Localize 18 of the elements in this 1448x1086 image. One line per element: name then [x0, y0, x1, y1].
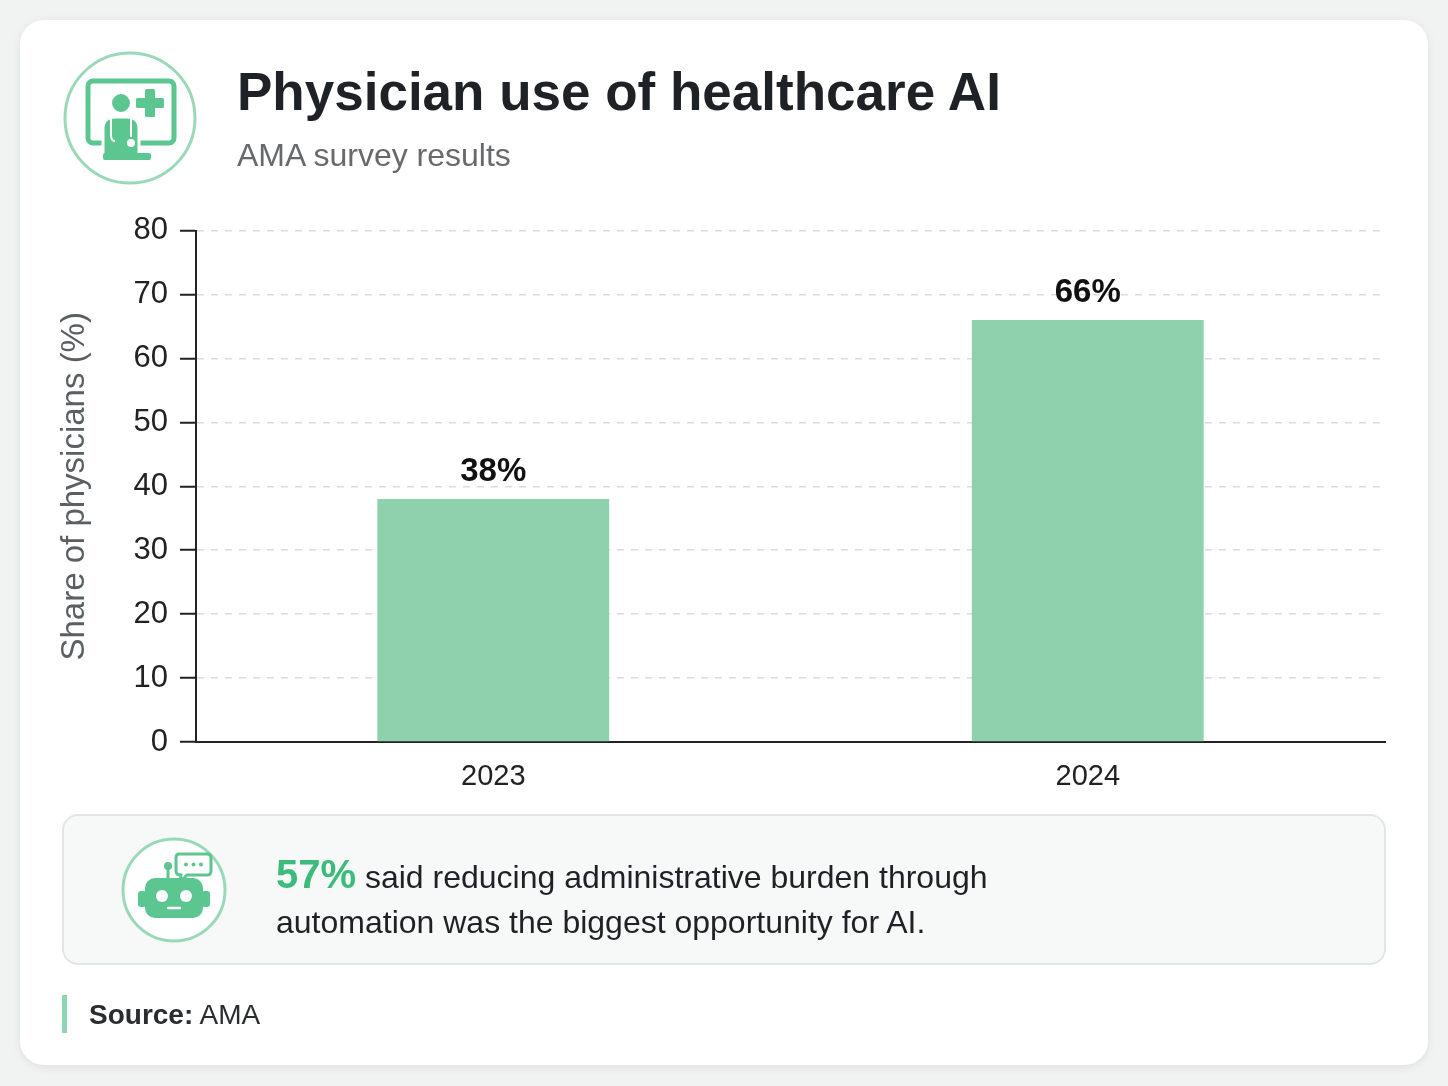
x-tick-label: 2023 — [460, 759, 526, 792]
y-tick-label: 30 — [133, 530, 168, 566]
data-label: 38% — [460, 450, 527, 488]
chart-title: Physician use of healthcare AI — [237, 62, 1001, 121]
callout-panel: 57% said reducing administrative burden through automation was the biggest opportunity for AI. — [62, 814, 1386, 965]
y-tick-label: 10 — [133, 658, 168, 694]
chart-subtitle: AMA survey results — [237, 137, 511, 173]
y-tick-label: 40 — [133, 466, 168, 502]
source-note: Source: AMA — [89, 999, 261, 1030]
y-tick-label: 60 — [133, 339, 168, 374]
y-tick-label: 20 — [133, 594, 168, 630]
y-tick-label: 80 — [133, 211, 168, 247]
y-tick-label: 70 — [133, 275, 168, 311]
data-label: 66% — [1054, 271, 1121, 309]
y-tick-label: 50 — [133, 402, 168, 438]
y-axis-title: Share of physicians (%) — [53, 312, 91, 661]
x-tick-label: 2024 — [1055, 759, 1121, 792]
y-tick-label: 0 — [150, 722, 168, 758]
